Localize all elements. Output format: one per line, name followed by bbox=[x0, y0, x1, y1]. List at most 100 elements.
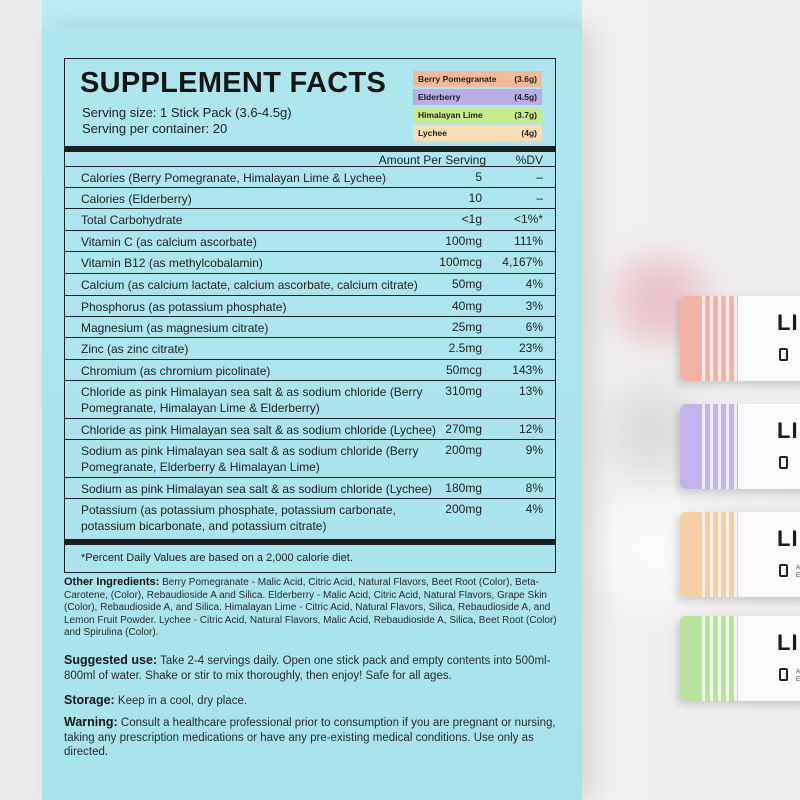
battery-icon bbox=[779, 564, 788, 577]
nutrient-amount: 50mg bbox=[451, 277, 482, 291]
nutrient-amount: 2.5mg bbox=[448, 341, 482, 355]
flavor-name: Elderberry bbox=[418, 92, 461, 102]
nutrient-amount: 100mcg bbox=[439, 255, 482, 269]
storage-text: Keep in a cool, dry place. bbox=[114, 695, 248, 707]
battery-icon bbox=[779, 348, 788, 361]
stick-pack: LI bbox=[680, 404, 800, 489]
nutrient-amount: 25mg bbox=[451, 320, 482, 334]
nutrient-row: Vitamin C (as calcium ascorbate) 100mg 111… bbox=[65, 230, 555, 251]
nutrient-name: Chromium (as chromium picolinate) bbox=[81, 364, 271, 378]
nutrient-amount: 5 bbox=[475, 170, 482, 184]
facts-header: Amount Per Serving %DV bbox=[65, 146, 555, 172]
nutrient-amount: <1g bbox=[461, 212, 482, 226]
nutrient-dv: 12% bbox=[518, 422, 543, 436]
nutrient-row: Calories (Elderberry) 10 – bbox=[65, 187, 555, 208]
nutrient-dv: – bbox=[536, 170, 543, 184]
other-ingredients-text: Berry Pomegranate - Malic Acid, Citric A… bbox=[64, 577, 557, 638]
flavor-chip: Berry Pomegranate (3.6g) bbox=[413, 71, 542, 87]
nutrient-row: Chloride as pink Himalayan sea salt & as… bbox=[65, 418, 555, 439]
flavor-weight: (3.6g) bbox=[514, 74, 537, 84]
nutrient-row: Chloride as pink Himalayan sea salt & as… bbox=[65, 380, 555, 418]
nutrient-row: Zinc (as zinc citrate) 2.5mg 23% bbox=[65, 337, 555, 359]
nutrient-row: Potassium (as potassium phosphate, potas… bbox=[65, 498, 555, 536]
nutrient-name: Sodium as pink Himalayan sea salt & as s… bbox=[81, 482, 433, 496]
nutrient-dv: 111% bbox=[514, 234, 543, 248]
nutrient-row: Sodium as pink Himalayan sea salt & as s… bbox=[65, 477, 555, 498]
flavor-chip: Himalayan Lime (3.7g) bbox=[413, 107, 542, 123]
stick-stripes bbox=[680, 616, 738, 701]
nutrient-name: Sodium as pink Himalayan sea salt & as s… bbox=[81, 444, 419, 474]
nutrient-amount: 40mg bbox=[451, 299, 482, 313]
suggested-use: Suggested use: Take 2-4 servings daily. … bbox=[64, 653, 560, 683]
nutrient-name: Potassium (as potassium phosphate, potas… bbox=[81, 503, 396, 533]
stick-logo: LI bbox=[777, 630, 799, 655]
warning: Warning: Consult a healthcare profession… bbox=[64, 715, 560, 760]
nutrient-dv: 4% bbox=[525, 277, 543, 291]
nutrient-name: Calories (Elderberry) bbox=[81, 192, 192, 206]
stick-logo: LI bbox=[777, 526, 799, 551]
nutrient-rows: Calories (Berry Pomegranate, Himalayan L… bbox=[65, 166, 555, 536]
stick-stripes bbox=[680, 296, 738, 381]
nutrient-dv: 8% bbox=[525, 481, 543, 495]
nutrient-amount: 200mg bbox=[445, 443, 482, 457]
nutrient-row: Magnesium (as magnesium citrate) 25mg 6% bbox=[65, 316, 555, 337]
other-ingredients-label: Other Ingredients: bbox=[64, 576, 160, 588]
facts-title: SUPPLEMENT FACTS bbox=[80, 67, 387, 99]
flavor-weight: (4.5g) bbox=[514, 92, 537, 102]
nutrient-name: Vitamin B12 (as methylcobalamin) bbox=[81, 256, 263, 270]
battery-icon bbox=[779, 668, 788, 681]
nutrient-row: Calories (Berry Pomegranate, Himalayan L… bbox=[65, 166, 555, 187]
stick-logo: LI bbox=[777, 310, 799, 335]
stick-stripes bbox=[680, 404, 738, 489]
stick-body bbox=[738, 616, 800, 701]
storage-label: Storage: bbox=[64, 693, 115, 707]
stick-pack: LI bbox=[680, 296, 800, 381]
nutrient-dv: 143% bbox=[512, 363, 543, 377]
stick-fine-print: A E bbox=[796, 565, 800, 579]
nutrient-row: Phosphorus (as potassium phosphate) 40mg 3… bbox=[65, 295, 555, 316]
nutrient-dv: 23% bbox=[518, 341, 543, 355]
nutrient-amount: 180mg bbox=[445, 481, 482, 495]
nutrient-dv: – bbox=[536, 191, 543, 205]
warning-text: Consult a healthcare professional prior … bbox=[64, 717, 556, 758]
product-box bbox=[42, 28, 582, 800]
flavor-name: Himalayan Lime bbox=[418, 110, 483, 120]
suggested-use-text: Take 2-4 servings daily. Open one stick … bbox=[64, 655, 551, 682]
flavor-chip: Elderberry (4.5g) bbox=[413, 89, 542, 105]
other-ingredients: Other Ingredients: Berry Pomegranate - M… bbox=[64, 576, 560, 640]
nutrient-name: Vitamin C (as calcium ascorbate) bbox=[81, 235, 257, 249]
flavor-weight: (3.7g) bbox=[514, 110, 537, 120]
nutrient-amount: 310mg bbox=[445, 384, 482, 398]
box-top-edge bbox=[42, 0, 582, 28]
flavor-chip: Lychee (4g) bbox=[413, 125, 542, 141]
amount-header: Amount Per Serving bbox=[378, 153, 486, 167]
nutrient-row: Calcium (as calcium lactate, calcium asc… bbox=[65, 273, 555, 295]
nutrient-amount: 50mcg bbox=[445, 363, 482, 377]
nutrient-dv: 3% bbox=[525, 299, 543, 313]
nutrient-dv: 4,167% bbox=[502, 255, 543, 269]
dv-header: %DV bbox=[515, 153, 543, 167]
flavor-name: Lychee bbox=[418, 128, 447, 138]
nutrient-name: Chloride as pink Himalayan sea salt & as… bbox=[81, 385, 423, 415]
nutrient-dv: 13% bbox=[518, 384, 543, 398]
servings-per-container: Serving per container: 20 bbox=[82, 121, 228, 136]
nutrient-dv: <1%* bbox=[513, 212, 543, 226]
flavor-name: Berry Pomegranate bbox=[418, 74, 497, 84]
nutrient-amount: 200mg bbox=[445, 502, 482, 516]
nutrient-row: Sodium as pink Himalayan sea salt & as s… bbox=[65, 439, 555, 477]
nutrient-name: Zinc (as zinc citrate) bbox=[81, 342, 189, 356]
nutrient-name: Chloride as pink Himalayan sea salt & as… bbox=[81, 423, 437, 437]
dv-footnote: *Percent Daily Values are based on a 2,0… bbox=[65, 539, 555, 564]
nutrient-row: Chromium (as chromium picolinate) 50mcg 14… bbox=[65, 359, 555, 380]
nutrient-amount: 10 bbox=[468, 191, 482, 205]
storage: Storage: Keep in a cool, dry place. bbox=[64, 693, 560, 709]
stick-body bbox=[738, 296, 800, 381]
nutrient-name: Magnesium (as magnesium citrate) bbox=[81, 321, 269, 335]
supplement-facts-panel: SUPPLEMENT FACTS Serving size: 1 Stick P… bbox=[64, 58, 556, 573]
nutrient-dv: 4% bbox=[525, 502, 543, 516]
battery-icon bbox=[779, 456, 788, 469]
serving-size: Serving size: 1 Stick Pack (3.6-4.5g) bbox=[82, 105, 292, 120]
flavor-legend: Berry Pomegranate (3.6g) Elderberry (4.5g) H… bbox=[413, 71, 542, 143]
stick-body bbox=[738, 404, 800, 489]
nutrient-name: Total Carbohydrate bbox=[81, 213, 183, 227]
